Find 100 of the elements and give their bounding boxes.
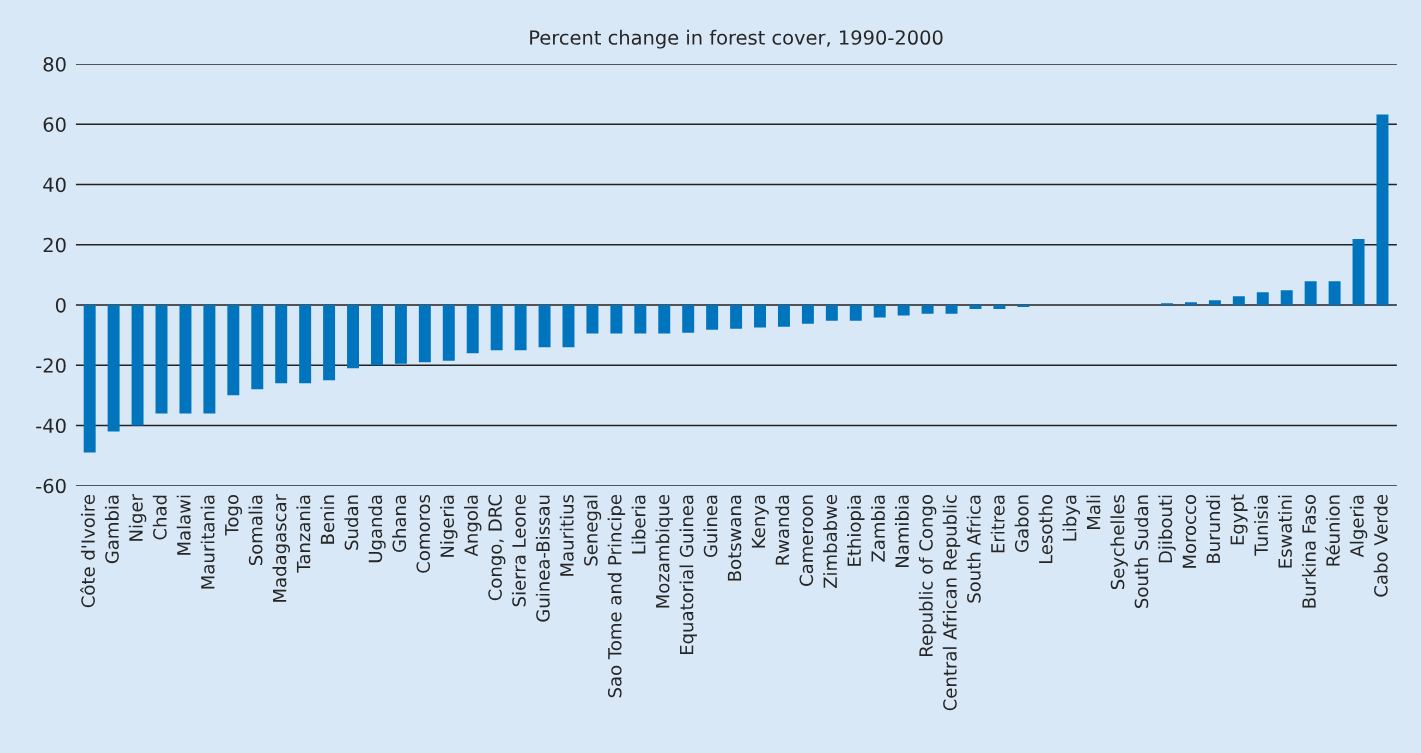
x-tick-label: Eswatini: [1277, 495, 1292, 568]
bar: [801, 304, 814, 324]
x-tick-label: Botswana: [727, 495, 742, 581]
x-tick-label: Côte d'Ivoire: [80, 494, 95, 608]
x-tick-label: Senegal: [583, 495, 602, 566]
chart-title: Percent change in forest cover, 1990-2000: [530, 29, 943, 49]
x-tick-label: Sierra Leone: [511, 494, 526, 607]
x-tick-label: Angola: [463, 495, 482, 557]
x-tick-label: Guinea-Bissau: [535, 495, 550, 622]
bar: [227, 304, 240, 396]
x-tick-label: Niger: [128, 494, 147, 541]
bar: [275, 304, 288, 384]
bar: [514, 304, 527, 351]
bar: [418, 304, 431, 363]
x-tick-label: Mauritania: [200, 495, 215, 589]
x-tick-label: Togo: [225, 495, 243, 536]
bar: [586, 304, 599, 334]
bar: [658, 304, 671, 334]
y-tick-label: 20: [43, 237, 66, 253]
x-tick-label: Ghana: [392, 495, 407, 553]
x-tick-label: Tunisia: [1254, 495, 1269, 556]
bar: [83, 304, 96, 453]
bar: [634, 304, 647, 334]
y-tick-label: 40: [43, 177, 66, 193]
bar: [1280, 290, 1293, 305]
bar: [730, 304, 743, 329]
bar: [849, 304, 862, 321]
bar: [897, 304, 910, 316]
x-tick-label: Congo, DRC: [488, 495, 506, 601]
x-tick-label: Cabo Verde: [1373, 494, 1388, 597]
bar: [1352, 239, 1365, 305]
x-tick-label: Central African Republic: [942, 495, 961, 711]
x-tick-label: Gabon: [1014, 495, 1029, 553]
x-tick-label: Somalia: [248, 495, 263, 566]
bar: [921, 304, 934, 314]
bar: [1256, 292, 1269, 305]
y-tick-label: -20: [36, 358, 66, 373]
x-tick-label: Guinea: [703, 495, 718, 558]
y-tick-label: -60: [36, 478, 66, 494]
x-tick-label: Libya: [1062, 495, 1080, 541]
bar: [993, 304, 1006, 309]
x-tick-label: Cameroon: [799, 495, 814, 586]
bar: [251, 304, 264, 390]
x-tick-label: Djibouti: [1158, 495, 1176, 563]
bar: [1017, 304, 1030, 308]
x-tick-label: Namibia: [894, 495, 909, 567]
bar: [945, 304, 958, 314]
x-tick-label: Malawi: [176, 495, 191, 555]
x-tick-label: Sudan: [344, 495, 359, 550]
x-tick-label: Algeria: [1349, 495, 1368, 558]
y-tick-label: 60: [43, 117, 66, 132]
y-tick-label: 0: [55, 297, 66, 313]
bar: [969, 304, 982, 309]
bar: [203, 304, 216, 414]
x-tick-label: Kenya: [751, 495, 769, 548]
x-tick-label: Lesotho: [1038, 495, 1053, 564]
x-tick-label: Benin: [320, 495, 335, 544]
x-tick-label: Nigeria: [440, 495, 458, 557]
x-tick-label: Mali: [1086, 495, 1101, 529]
x-tick-label: Seychelles: [1110, 494, 1128, 590]
x-tick-label: Equatorial Guinea: [679, 495, 697, 655]
bar: [442, 304, 455, 361]
x-tick-label: Sao Tome and Principe: [607, 494, 626, 698]
bar: [682, 304, 695, 333]
bar: [299, 304, 312, 384]
x-tick-label: Burundi: [1206, 495, 1221, 563]
x-tick-label: Madagascar: [272, 494, 290, 602]
bar: [777, 304, 790, 327]
bar: [706, 304, 719, 330]
x-tick-label: Zimbabwe: [823, 494, 838, 589]
bar: [1232, 296, 1245, 305]
x-tick-label: Mozambique: [655, 494, 673, 608]
bar: [1376, 114, 1389, 305]
x-tick-label: Eritrea: [990, 495, 1005, 553]
bar: [347, 304, 360, 369]
bar: [155, 304, 168, 414]
x-tick-label: Morocco: [1182, 495, 1197, 568]
bar: [1208, 300, 1221, 305]
bar: [754, 304, 766, 328]
x-tick-label: Burkina Faso: [1301, 495, 1316, 608]
bar: [107, 304, 120, 432]
x-tick-label: Ethiopia: [847, 495, 865, 566]
bar: [179, 304, 192, 414]
bar: [873, 304, 886, 318]
x-tick-label: Uganda: [368, 495, 386, 563]
bar: [370, 304, 383, 366]
x-tick-label: Liberia: [631, 495, 646, 554]
x-tick-label: Republic of Congo: [918, 495, 937, 656]
bar: [562, 304, 575, 348]
x-tick-label: Mauritius: [559, 494, 574, 576]
x-tick-label: Rwanda: [775, 495, 790, 565]
bar: [538, 304, 551, 348]
y-tick-label: 80: [43, 56, 66, 72]
x-tick-label: Egypt: [1230, 494, 1248, 545]
x-tick-label: Tanzania: [296, 495, 311, 573]
bar: [323, 304, 336, 381]
x-tick-label: Chad: [152, 495, 167, 540]
x-tick-label: South Africa: [966, 495, 981, 603]
y-tick-label: -40: [36, 418, 66, 434]
bar: [825, 304, 838, 321]
